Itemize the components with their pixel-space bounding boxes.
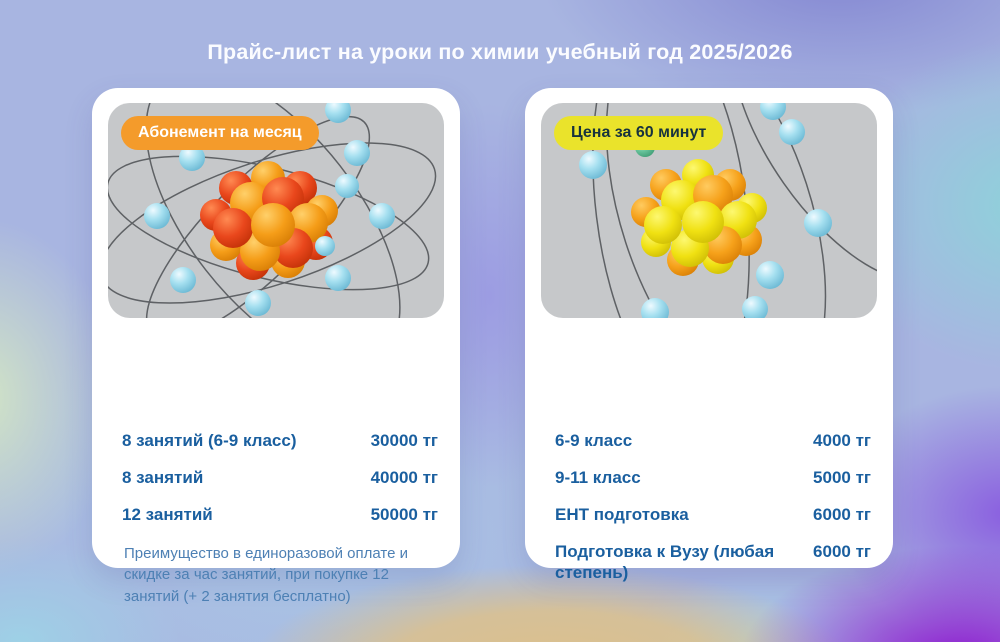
atom-illustration-orange-icon — [108, 103, 437, 318]
atom-illustration-yellow-icon — [579, 103, 877, 318]
price-value: 30000 тг — [370, 431, 438, 450]
price-value: 4000 тг — [813, 431, 871, 450]
price-label: 8 занятий (6-9 класс) — [122, 431, 297, 450]
price-row: 9-11 класс 5000 тг — [555, 467, 871, 488]
subscription-price-list: 8 занятий (6-9 класс) 30000 тг 8 занятий… — [122, 430, 438, 541]
price-value: 40000 тг — [370, 468, 438, 488]
price-value: 6000 тг — [813, 505, 871, 525]
price-label: 6-9 класс — [555, 431, 633, 450]
price-label: Подготовка к Вузу (любая степень) — [555, 542, 775, 583]
price-label: 12 занятий — [122, 505, 213, 525]
per-lesson-price-list: 6-9 класс 4000 тг 9-11 класс 5000 тг ЕНТ… — [555, 430, 871, 599]
subscription-card: Абонемент на месяц 8 занятий (6-9 класс)… — [92, 88, 460, 605]
price-row: 6-9 класс 4000 тг — [555, 430, 871, 451]
per-lesson-card: Цена за 60 минут 6-9 класс 4000 тг 9-11 … — [525, 88, 893, 582]
subscription-image-panel: Абонемент на месяц — [108, 103, 444, 318]
price-row: 8 занятий (6-9 класс) 30000 тг — [122, 430, 438, 451]
price-row: 8 занятий 40000 тг — [122, 467, 438, 488]
price-row: ЕНТ подготовка 6000 тг — [555, 504, 871, 525]
price-label: 8 занятий — [122, 468, 204, 488]
price-value: 5000 тг — [813, 468, 871, 488]
price-label: ЕНТ подготовка — [555, 505, 689, 525]
price-row: 12 занятий 50000 тг — [122, 504, 438, 525]
subscription-badge: Абонемент на месяц — [121, 116, 319, 150]
per-minute-price-badge: Цена за 60 минут — [554, 116, 724, 150]
price-value: 50000 тг — [370, 505, 438, 525]
note-text: Преимущество в единоразовой оплате и ски… — [124, 545, 409, 605]
price-label: 9-11 класс — [555, 468, 641, 488]
page-title: Прайс-лист на уроки по химии учебный год… — [207, 40, 793, 64]
price-row: Подготовка к Вузу (любая степень) 6000 т… — [555, 541, 871, 583]
price-value: 6000 тг — [813, 542, 871, 562]
per-lesson-image-panel: Цена за 60 минут — [541, 103, 877, 318]
